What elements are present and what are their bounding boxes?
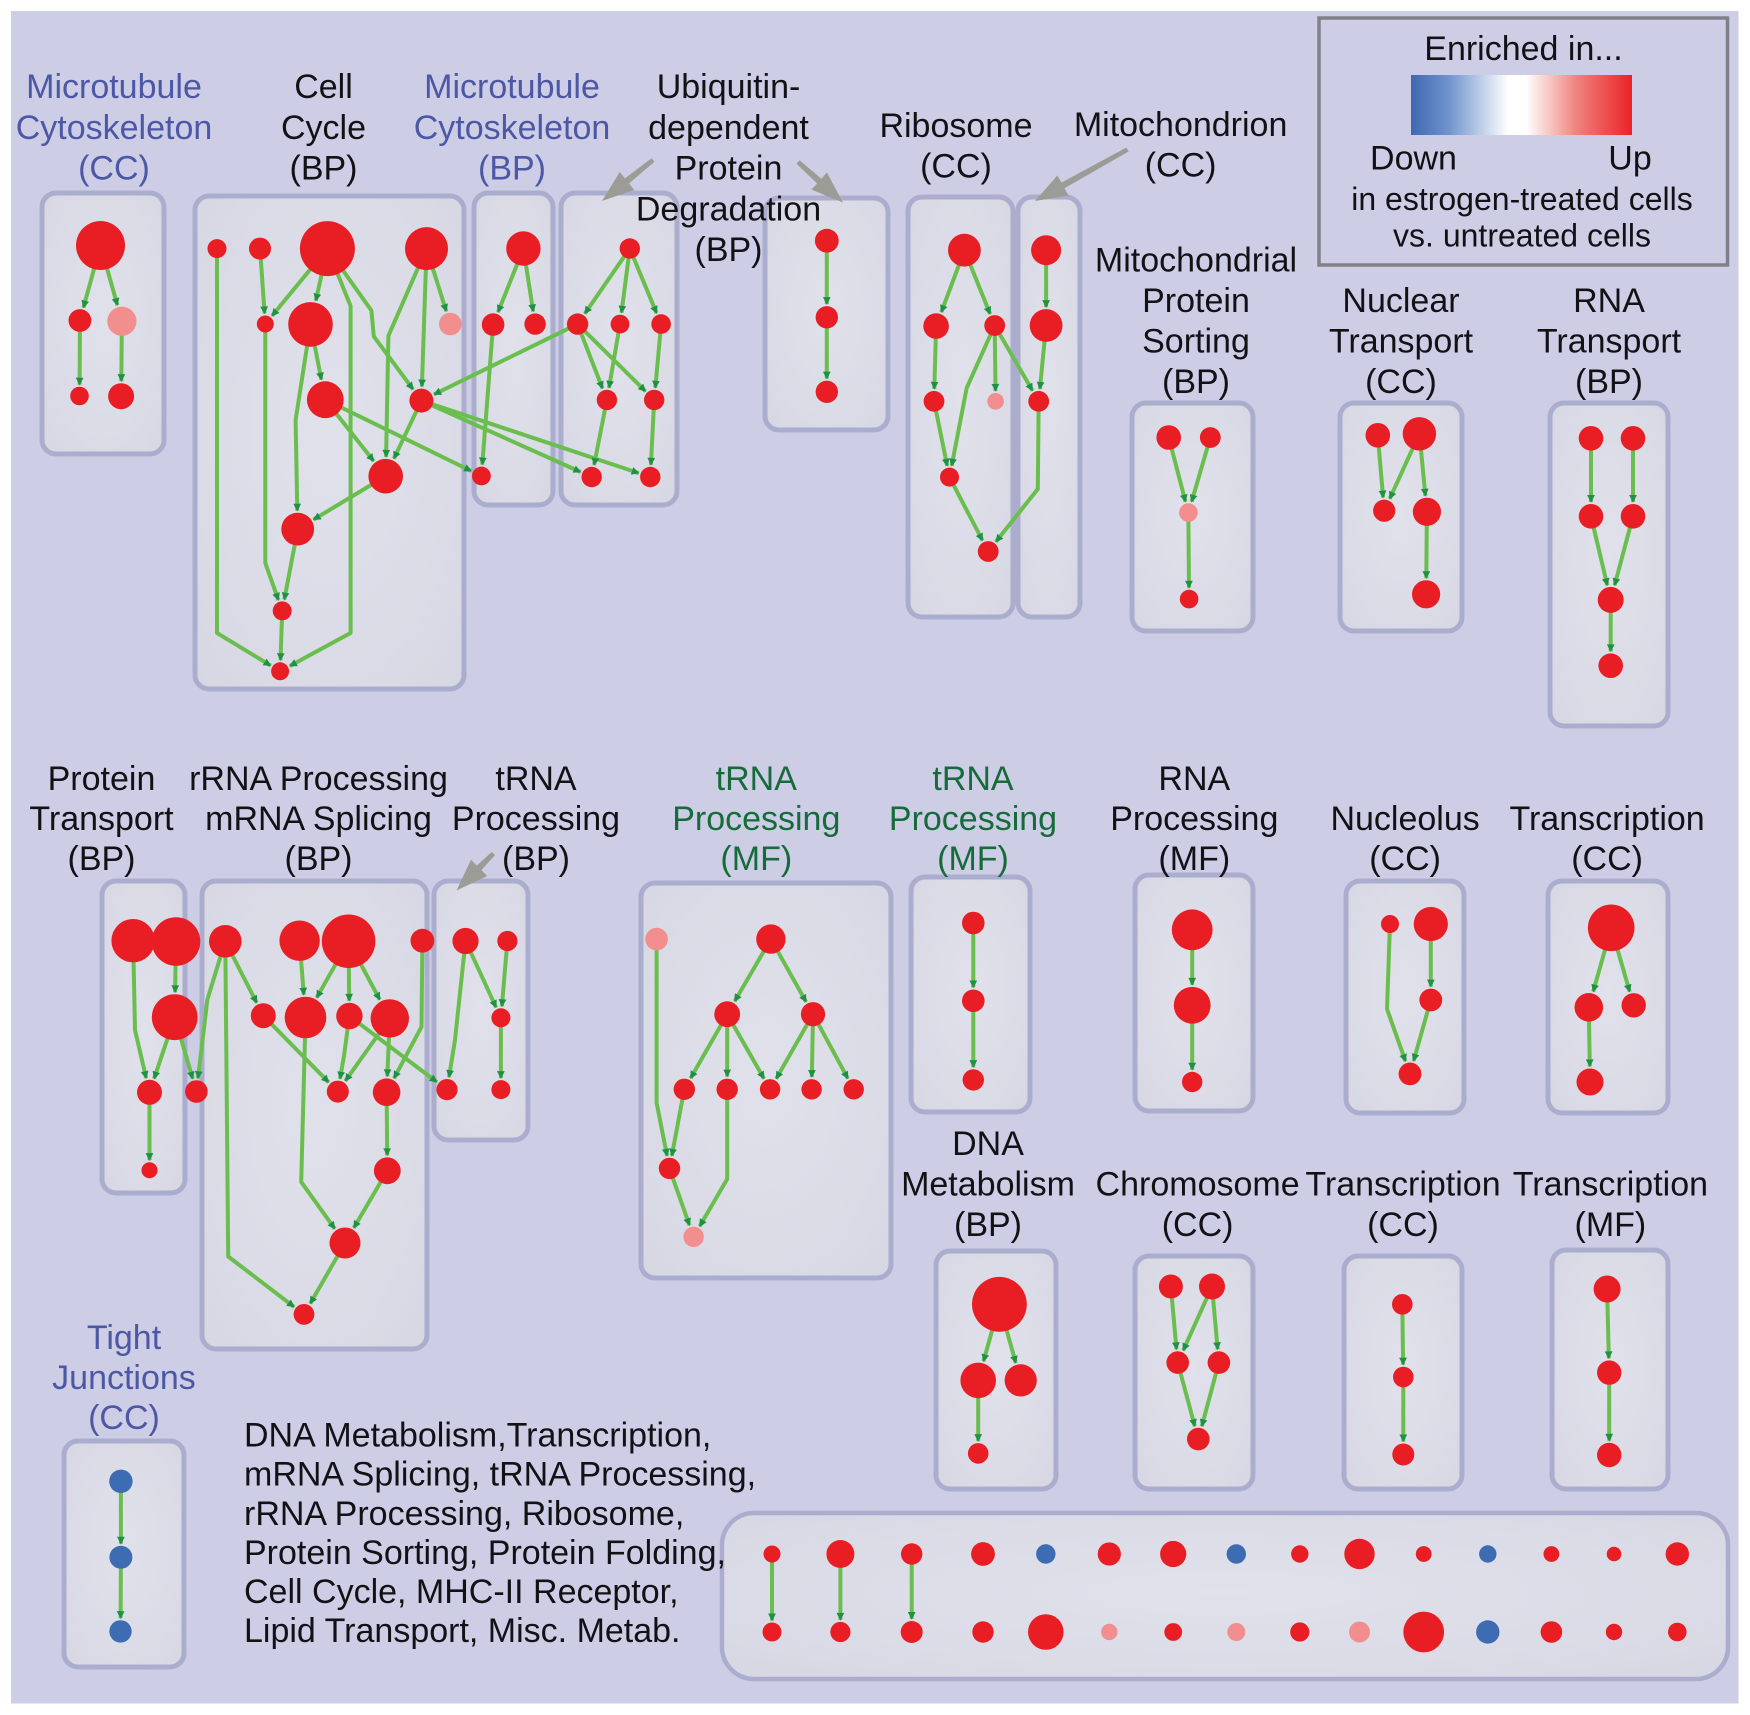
svg-text:(BP): (BP) xyxy=(954,1206,1022,1244)
svg-text:(BP): (BP) xyxy=(1575,363,1643,401)
svg-text:Processing: Processing xyxy=(452,800,620,838)
svg-text:Protein: Protein xyxy=(675,150,783,188)
svg-text:tRNA: tRNA xyxy=(716,760,798,798)
svg-text:(BP): (BP) xyxy=(68,840,136,878)
svg-text:(BP): (BP) xyxy=(285,840,353,878)
svg-text:rRNA Processing, Ribosome,: rRNA Processing, Ribosome, xyxy=(244,1495,684,1533)
svg-text:Protein: Protein xyxy=(48,760,156,798)
svg-text:Ribosome: Ribosome xyxy=(879,107,1032,145)
svg-text:(BP): (BP) xyxy=(695,231,763,269)
svg-text:(CC): (CC) xyxy=(78,150,150,188)
svg-text:Cell: Cell xyxy=(294,68,353,106)
svg-text:Cytoskeleton: Cytoskeleton xyxy=(16,109,213,147)
svg-text:Microtubule: Microtubule xyxy=(424,68,600,106)
svg-text:Down: Down xyxy=(1370,140,1457,178)
svg-text:(MF): (MF) xyxy=(1575,1206,1647,1244)
svg-text:(CC): (CC) xyxy=(1367,1206,1439,1244)
svg-text:(CC): (CC) xyxy=(1365,363,1437,401)
svg-text:tRNA: tRNA xyxy=(495,760,577,798)
svg-text:(BP): (BP) xyxy=(502,840,570,878)
svg-text:Microtubule: Microtubule xyxy=(26,68,202,106)
svg-text:tRNA: tRNA xyxy=(932,760,1014,798)
svg-text:Transcription: Transcription xyxy=(1513,1166,1708,1204)
svg-text:rRNA Processing: rRNA Processing xyxy=(189,760,448,798)
svg-text:Mitochondrion: Mitochondrion xyxy=(1074,106,1288,144)
svg-text:RNA: RNA xyxy=(1573,282,1645,320)
svg-text:(CC): (CC) xyxy=(1369,840,1441,878)
svg-text:Cell Cycle, MHC-II Receptor,: Cell Cycle, MHC-II Receptor, xyxy=(244,1573,679,1611)
svg-text:(CC): (CC) xyxy=(1571,840,1643,878)
svg-text:Protein Sorting, Protein Foldi: Protein Sorting, Protein Folding, xyxy=(244,1534,726,1572)
svg-text:(BP): (BP) xyxy=(1162,363,1230,401)
svg-text:mRNA Splicing, tRNA Processing: mRNA Splicing, tRNA Processing, xyxy=(244,1456,756,1494)
svg-text:in estrogen-treated cells: in estrogen-treated cells xyxy=(1351,181,1693,217)
svg-text:(BP): (BP) xyxy=(290,150,358,188)
svg-text:DNA Metabolism,Transcription,: DNA Metabolism,Transcription, xyxy=(244,1417,711,1455)
svg-text:mRNA Splicing: mRNA Splicing xyxy=(205,800,432,838)
svg-text:(CC): (CC) xyxy=(88,1399,160,1437)
svg-text:(MF): (MF) xyxy=(1158,840,1230,878)
svg-text:Transcription: Transcription xyxy=(1305,1166,1500,1204)
svg-text:(MF): (MF) xyxy=(720,840,792,878)
svg-text:Enriched in...: Enriched in... xyxy=(1424,30,1622,68)
svg-text:(CC): (CC) xyxy=(1145,147,1217,185)
svg-text:Transport: Transport xyxy=(29,800,174,838)
svg-text:vs. untreated cells: vs. untreated cells xyxy=(1393,218,1651,254)
svg-text:DNA: DNA xyxy=(952,1125,1024,1163)
svg-text:Nucleolus: Nucleolus xyxy=(1330,800,1479,838)
svg-text:Metabolism: Metabolism xyxy=(901,1166,1075,1204)
svg-text:Up: Up xyxy=(1608,140,1651,178)
svg-text:Transport: Transport xyxy=(1329,323,1474,361)
svg-text:Processing: Processing xyxy=(672,800,840,838)
svg-text:(CC): (CC) xyxy=(920,148,992,186)
svg-text:(BP): (BP) xyxy=(478,150,546,188)
svg-text:Degradation: Degradation xyxy=(636,191,821,229)
svg-text:Nuclear: Nuclear xyxy=(1342,282,1459,320)
svg-text:Protein: Protein xyxy=(1142,282,1250,320)
svg-text:RNA: RNA xyxy=(1158,760,1230,798)
svg-text:Processing: Processing xyxy=(889,800,1057,838)
svg-text:(MF): (MF) xyxy=(937,840,1009,878)
svg-text:Transport: Transport xyxy=(1537,323,1682,361)
svg-text:Junctions: Junctions xyxy=(52,1359,196,1397)
svg-text:Processing: Processing xyxy=(1110,800,1278,838)
svg-text:Cytoskeleton: Cytoskeleton xyxy=(414,109,611,147)
svg-text:Chromosome: Chromosome xyxy=(1096,1166,1300,1204)
svg-text:Lipid Transport, Misc. Metab.: Lipid Transport, Misc. Metab. xyxy=(244,1612,681,1650)
svg-text:(CC): (CC) xyxy=(1162,1206,1234,1244)
svg-text:Transcription: Transcription xyxy=(1509,800,1704,838)
svg-text:Ubiquitin-: Ubiquitin- xyxy=(657,68,801,106)
svg-text:Cycle: Cycle xyxy=(281,109,366,147)
svg-text:Sorting: Sorting xyxy=(1142,323,1250,361)
svg-text:Mitochondrial: Mitochondrial xyxy=(1095,242,1297,280)
svg-text:dependent: dependent xyxy=(648,109,809,147)
svg-text:Tight: Tight xyxy=(87,1319,162,1357)
